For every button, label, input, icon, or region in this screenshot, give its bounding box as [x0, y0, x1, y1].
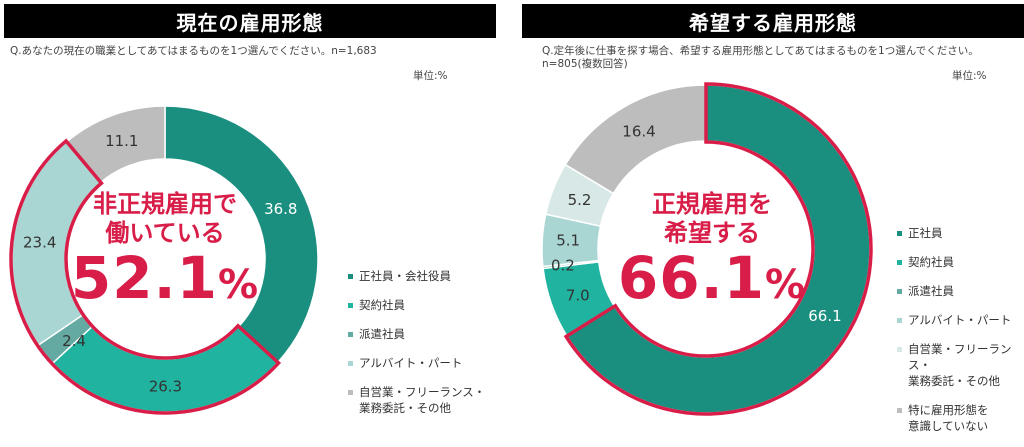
data-label: 5.2: [568, 191, 592, 209]
data-label: 11.1: [105, 132, 138, 150]
legend-swatch: [897, 260, 902, 265]
legend-item: 特に雇用形態を 意識していない: [897, 402, 1024, 434]
legend-swatch: [348, 361, 353, 366]
legend-swatch: [897, 408, 902, 413]
data-label: 2.4: [62, 332, 86, 350]
legend-item: 自営業・フリーランス・ 業務委託・その他: [897, 341, 1024, 389]
current-employment-panel: 現在の雇用形態 Q.あなたの現在の職業としてあてはまるものを1つ選んでください。…: [0, 0, 512, 435]
legend-label: 派遣社員: [359, 327, 405, 341]
center-percent-sign: %: [765, 262, 807, 308]
donut-chart: 36.8 26.3 2.4 23.4 11.1: [9, 105, 319, 415]
highlight-outline: [563, 82, 873, 416]
center-number: 66.1: [617, 244, 766, 312]
legend-label: 特に雇用形態を 意識していない: [908, 403, 989, 433]
legend-item: 自営業・フリーランス・ 業務委託・その他: [348, 384, 485, 416]
legend-item: 契約社員: [348, 297, 485, 313]
donut-slice: [164, 105, 319, 364]
data-label: 26.3: [149, 377, 182, 395]
legend-label: 正社員: [908, 226, 943, 240]
question-line2: n=805(複数回答): [542, 58, 628, 70]
legend-item: アルバイト・パート: [897, 312, 1024, 328]
legend-label: アルバイト・パート: [359, 356, 463, 370]
legend-label: アルバイト・パート: [908, 313, 1012, 327]
desired-employment-panel: 希望する雇用形態 Q.定年後に仕事を探す場合、希望する雇用形態としてあてはまるも…: [512, 0, 1024, 435]
legend-label: 自営業・フリーランス・ 業務委託・その他: [359, 385, 486, 415]
highlight-outline: [9, 138, 282, 415]
center-text-line2: 働いている: [105, 219, 225, 247]
chart-title: 現在の雇用形態: [4, 4, 496, 38]
legend-swatch: [348, 390, 353, 395]
center-value: 52.1%: [60, 248, 270, 315]
donut-slice: [51, 325, 279, 413]
unit-label: 単位:%: [952, 70, 987, 82]
question-text: Q.定年後に仕事を探す場合、希望する雇用形態としてあてはまるものを1つ選んでくだ…: [542, 45, 979, 71]
center-number: 52.1: [70, 244, 219, 312]
legend-label: 自営業・フリーランス・ 業務委託・その他: [908, 342, 1012, 388]
legend-item: 正社員: [897, 225, 1024, 241]
legend-swatch: [348, 303, 353, 308]
data-label: 0.2: [551, 256, 575, 274]
legend-label: 契約社員: [359, 298, 405, 312]
unit-label: 単位:%: [413, 70, 448, 82]
data-label: 36.8: [264, 200, 297, 218]
legend-swatch: [897, 318, 902, 323]
legend-item: 派遣社員: [897, 283, 1024, 299]
legend-item: アルバイト・パート: [348, 355, 485, 371]
center-text-line1: 正規雇用を: [652, 190, 772, 218]
legend-item: 派遣社員: [348, 326, 485, 342]
data-label: 66.1: [808, 307, 841, 325]
legend-swatch: [348, 274, 353, 279]
donut-slice: [65, 105, 166, 184]
center-percent-sign: %: [218, 262, 260, 308]
legend-swatch: [897, 289, 902, 294]
legend-item: 契約社員: [897, 254, 1024, 270]
legend-label: 契約社員: [908, 255, 954, 269]
legend-swatch: [897, 231, 902, 236]
question-text: Q.あなたの現在の職業としてあてはまるものを1つ選んでください。n=1,683: [10, 45, 377, 57]
legend-swatch: [348, 332, 353, 337]
legend: 正社員・会社役員 契約社員派遣社員アルバイト・パート自営業・フリーランス・ 業務委…: [348, 268, 485, 429]
donut-chart: 66.1 7.0 0.2 5.1 5.2 16.4: [541, 82, 873, 416]
data-label: 7.0: [566, 286, 590, 304]
legend-swatch: [897, 347, 902, 352]
center-value: 66.1%: [612, 248, 812, 315]
center-callout: 非正規雇用で 働いている 52.1%: [60, 190, 270, 315]
center-text-line1: 非正規雇用で: [93, 190, 237, 218]
center-text-line2: 希望する: [664, 219, 760, 247]
data-label: 16.4: [622, 123, 655, 141]
chart-title: 希望する雇用形態: [522, 4, 1024, 38]
data-label: 5.1: [556, 232, 580, 250]
legend: 正社員契約社員派遣社員アルバイト・パート自営業・フリーランス・ 業務委託・その他…: [897, 225, 1024, 447]
legend-label: 派遣社員: [908, 284, 954, 298]
question-line1: Q.定年後に仕事を探す場合、希望する雇用形態としてあてはまるものを1つ選んでくだ…: [542, 45, 979, 57]
legend-item: 正社員・会社役員: [348, 268, 485, 284]
data-label: 23.4: [23, 234, 56, 252]
center-callout: 正規雇用を 希望する 66.1%: [612, 190, 812, 315]
legend-label: 正社員・会社役員: [359, 269, 451, 283]
